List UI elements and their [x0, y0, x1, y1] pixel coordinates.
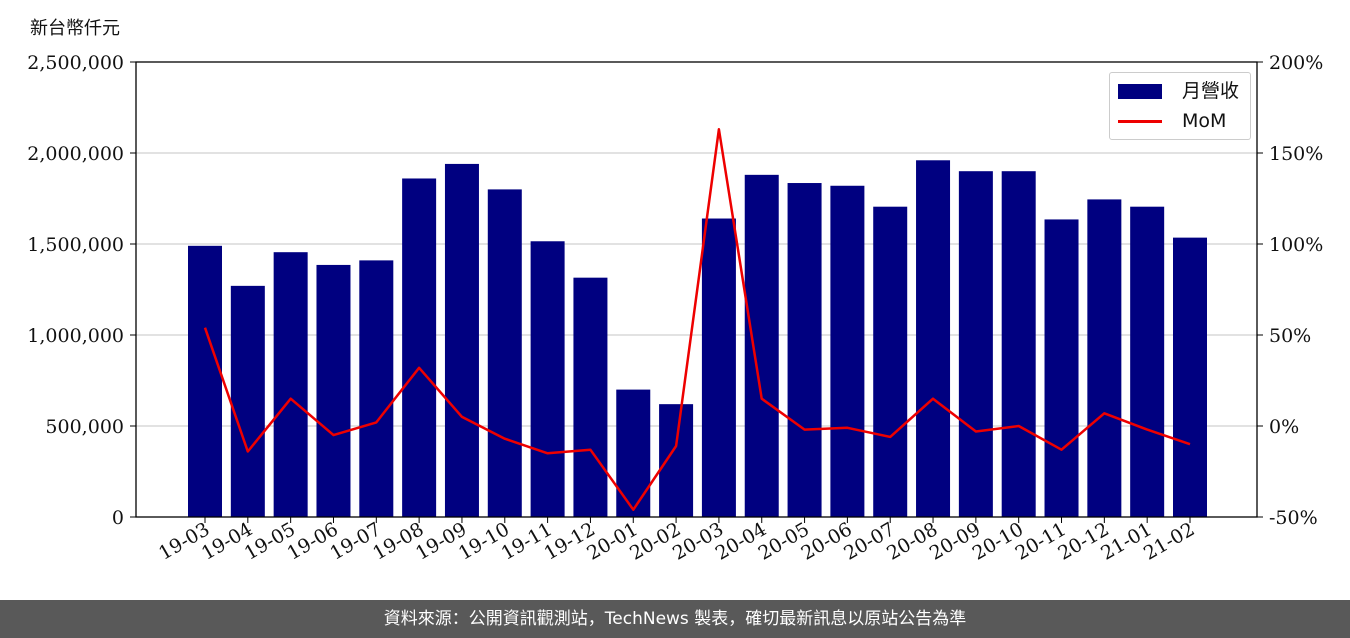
y-left-tick-label: 0 [112, 507, 124, 529]
revenue-bar [787, 183, 822, 517]
revenue-bar [273, 252, 308, 517]
y-left-tick-label: 500,000 [45, 416, 124, 438]
y-left-tick-label: 2,000,000 [27, 143, 124, 165]
revenue-bar [230, 285, 265, 517]
revenue-bar [1044, 219, 1079, 517]
x-tick-label: 21-02 [1140, 518, 1198, 564]
y-left-tick-label: 1,000,000 [27, 325, 124, 347]
revenue-bar [873, 206, 908, 517]
legend-item-revenue: 月營收 [1118, 79, 1246, 103]
legend-swatch-mom [1118, 120, 1162, 123]
y-right-tick-label: 100% [1269, 234, 1323, 256]
revenue-bar [444, 163, 479, 518]
revenue-bar [316, 264, 351, 517]
y-right-tick-label: 200% [1269, 52, 1323, 74]
revenue-bar [188, 245, 222, 517]
revenue-bar [530, 241, 565, 517]
mom-line-series [203, 128, 1191, 511]
source-footer: 資料來源：公開資訊觀測站，TechNews 製表，確切最新訊息以原站公告為準 [0, 600, 1350, 638]
revenue-bar [916, 160, 951, 517]
revenue-bar [1001, 171, 1036, 517]
y-right-tick-label: 150% [1269, 143, 1323, 165]
revenue-bar [1173, 237, 1207, 517]
revenue-bar [830, 185, 865, 517]
y-right-tick-label: 0% [1269, 416, 1299, 438]
revenue-bar [744, 174, 779, 517]
revenue-bar [1130, 206, 1165, 517]
revenue-bar [487, 189, 522, 517]
y-left-tick-label: 2,500,000 [27, 52, 124, 74]
revenue-bar [1087, 199, 1122, 517]
revenue-bar [616, 389, 651, 517]
y-axis-unit-label: 新台幣仟元 [30, 18, 120, 39]
revenue-bar [573, 277, 608, 517]
revenue-bar [402, 178, 437, 518]
legend-swatch-revenue [1118, 84, 1162, 99]
revenue-bar [701, 218, 736, 517]
bar-series [188, 160, 1207, 518]
chart-legend: 月營收 MoM [1109, 72, 1251, 140]
revenue-bar [958, 171, 993, 517]
axes [130, 61, 1263, 523]
legend-item-mom: MoM [1118, 109, 1246, 133]
legend-label-revenue: 月營收 [1182, 80, 1240, 102]
legend-label-mom: MoM [1182, 110, 1227, 132]
revenue-chart: 0 500,000 1,000,000 1,500,000 2,000,000 2,500… [27, 52, 1323, 565]
y-right-tick-label: 50% [1269, 325, 1311, 347]
revenue-bar [359, 260, 394, 517]
mom-line [203, 128, 1191, 511]
y-left-tick-label: 1,500,000 [27, 234, 124, 256]
plot-frame [135, 61, 1258, 518]
y-right-tick-label: -50% [1269, 507, 1318, 529]
revenue-bar [659, 404, 694, 517]
